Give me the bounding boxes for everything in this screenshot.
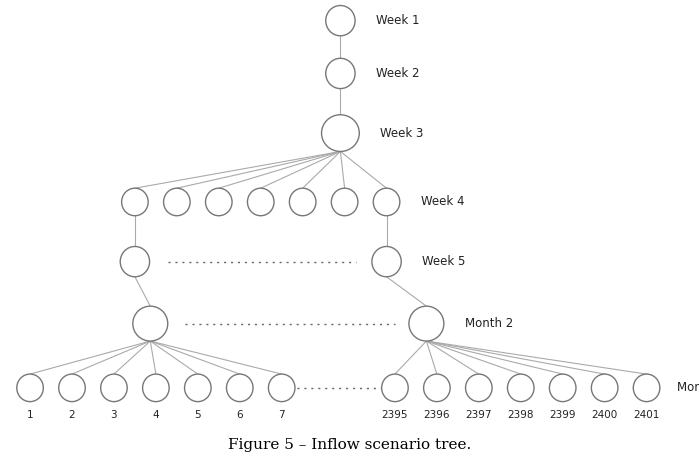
Ellipse shape [507,374,534,402]
Ellipse shape [164,188,190,216]
Text: 1: 1 [27,410,34,420]
Text: 7: 7 [278,410,285,420]
Ellipse shape [289,188,316,216]
Ellipse shape [549,374,576,402]
Text: 2401: 2401 [633,410,660,420]
Text: Week 5: Week 5 [422,255,466,268]
Text: 2400: 2400 [591,410,618,420]
Text: Week 2: Week 2 [376,67,419,80]
Text: Week 3: Week 3 [380,127,424,140]
Text: 2397: 2397 [466,410,492,420]
Ellipse shape [122,188,148,216]
Text: Figure 5 – Inflow scenario tree.: Figure 5 – Inflow scenario tree. [228,438,471,452]
Text: 2: 2 [69,410,75,420]
Ellipse shape [17,374,43,402]
Text: 5: 5 [194,410,201,420]
Ellipse shape [382,374,408,402]
Text: 2395: 2395 [382,410,408,420]
Text: Week 4: Week 4 [421,196,464,208]
Ellipse shape [424,374,450,402]
Ellipse shape [120,246,150,277]
Text: 2398: 2398 [507,410,534,420]
Ellipse shape [326,58,355,89]
Ellipse shape [331,188,358,216]
Text: Week 1: Week 1 [376,14,419,27]
Ellipse shape [591,374,618,402]
Ellipse shape [373,188,400,216]
Ellipse shape [185,374,211,402]
Ellipse shape [326,6,355,36]
Ellipse shape [268,374,295,402]
Ellipse shape [133,306,168,341]
Text: Month 3: Month 3 [677,381,699,394]
Text: 2399: 2399 [549,410,576,420]
Text: 4: 4 [152,410,159,420]
Ellipse shape [143,374,169,402]
Text: 6: 6 [236,410,243,420]
Ellipse shape [322,115,359,151]
Ellipse shape [59,374,85,402]
Ellipse shape [101,374,127,402]
Text: Month 2: Month 2 [465,317,513,330]
Ellipse shape [466,374,492,402]
Ellipse shape [409,306,444,341]
Text: 3: 3 [110,410,117,420]
Ellipse shape [206,188,232,216]
Ellipse shape [372,246,401,277]
Ellipse shape [226,374,253,402]
Ellipse shape [633,374,660,402]
Ellipse shape [247,188,274,216]
Text: 2396: 2396 [424,410,450,420]
